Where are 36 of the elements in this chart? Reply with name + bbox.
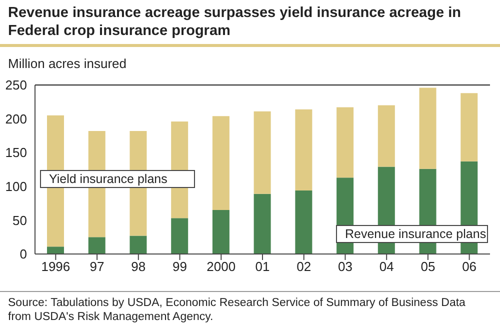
bar — [378, 105, 395, 167]
x-tick-label: 04 — [379, 259, 394, 274]
bar — [171, 218, 188, 254]
x-tick-label: 06 — [462, 259, 477, 274]
source-note: Source: Tabulations by USDA, Economic Research Service of Summary of Business Data from USDA's Risk Management Agency. — [8, 296, 466, 324]
x-tick-label: 2000 — [206, 259, 236, 274]
bar — [254, 194, 271, 254]
y-tick-label: 100 — [5, 179, 27, 194]
x-tick-label: 01 — [255, 259, 270, 274]
y-tick-label: 50 — [12, 212, 27, 228]
bar — [130, 236, 147, 254]
bar — [419, 88, 436, 169]
y-tick-label: 250 — [5, 78, 27, 93]
bar — [212, 116, 230, 210]
series-label: Yield insurance plans — [40, 170, 195, 188]
y-tick-label: 200 — [5, 111, 27, 126]
series-label: Revenue insurance plans — [336, 225, 488, 243]
bar — [295, 190, 312, 254]
x-tick-label: 97 — [90, 259, 104, 274]
bar — [336, 107, 354, 178]
y-axis-title: Million acres insured — [8, 56, 126, 71]
y-tick-label: 150 — [5, 145, 27, 160]
x-tick-label: 05 — [420, 259, 436, 274]
x-tick-label: 99 — [172, 259, 188, 274]
bar — [295, 109, 312, 190]
y-tick-label: 0 — [20, 246, 27, 262]
bar — [88, 237, 106, 254]
x-tick-label: 1996 — [41, 259, 70, 274]
x-tick-label: 98 — [131, 259, 146, 274]
x-tick-label: 03 — [338, 259, 352, 274]
bar — [47, 246, 64, 254]
bar — [254, 111, 271, 194]
bar — [460, 93, 478, 162]
chart-title: Revenue insurance acreage surpasses yield insurance acreage in Federal crop insurance program — [8, 4, 462, 40]
x-tick-label: 02 — [296, 259, 312, 274]
bar — [212, 210, 230, 254]
